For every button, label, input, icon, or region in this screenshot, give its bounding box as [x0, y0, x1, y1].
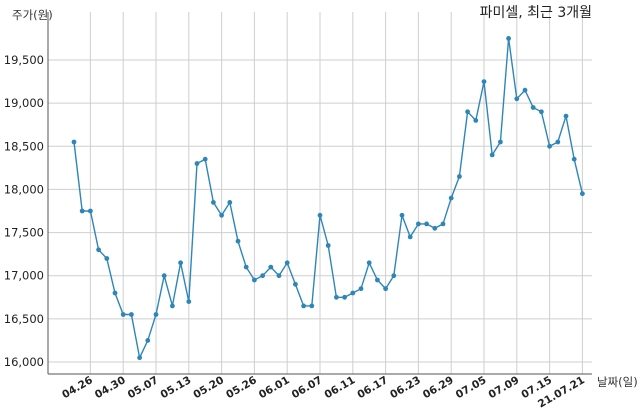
- data-point: [112, 290, 118, 296]
- data-point: [571, 156, 577, 162]
- axes: [47, 12, 592, 375]
- y-tick-label: 16,500: [4, 312, 44, 326]
- data-point: [383, 286, 388, 292]
- data-point: [539, 109, 544, 115]
- data-point: [120, 312, 126, 317]
- y-tick-label: 19,500: [4, 53, 44, 67]
- x-tick-label: 06.07: [290, 374, 325, 401]
- data-point: [334, 294, 339, 300]
- data-point: [276, 273, 282, 279]
- data-point: [555, 139, 561, 145]
- x-axis-ticks: 04.2604.3005.0705.1305.2005.2606.0106.07…: [60, 374, 587, 410]
- data-point: [161, 273, 167, 279]
- y-tick-label: 17,500: [4, 226, 44, 240]
- y-tick-label: 19,000: [4, 96, 44, 110]
- data-point: [186, 299, 192, 304]
- x-axis-title: 날짜(일): [597, 375, 638, 389]
- grid: [48, 12, 592, 374]
- y-tick-label: 18,000: [4, 182, 44, 196]
- data-point: [399, 212, 405, 218]
- data-point: [366, 260, 372, 266]
- data-point: [137, 355, 143, 361]
- data-point: [325, 243, 331, 248]
- data-point: [129, 312, 134, 317]
- data-point: [260, 273, 265, 279]
- data-point: [170, 303, 175, 309]
- x-tick-label: 06.23: [388, 374, 423, 401]
- data-point: [407, 234, 413, 240]
- x-tick-label: 04.26: [60, 374, 95, 401]
- data-point: [457, 174, 462, 179]
- data-point: [96, 247, 101, 253]
- y-axis-ticks: 16,000 16,500 17,000 17,500 18,000 18,500 19,0…: [4, 53, 44, 369]
- data-point: [317, 212, 323, 218]
- data-point: [547, 143, 552, 149]
- data-point: [178, 260, 184, 266]
- x-tick-label: 05.26: [224, 374, 259, 401]
- data-point: [243, 264, 249, 270]
- data-point: [481, 79, 487, 84]
- y-tick-label: 17,000: [4, 269, 44, 283]
- x-tick-label: 06.01: [257, 374, 292, 401]
- data-point: [489, 152, 495, 158]
- data-point: [514, 96, 520, 102]
- data-point: [79, 208, 85, 214]
- x-tick-label: 04.30: [93, 374, 128, 401]
- data-point: [219, 212, 225, 218]
- data-point: [416, 221, 421, 227]
- data-point: [473, 118, 479, 123]
- data-point: [309, 303, 315, 309]
- data-point: [391, 273, 397, 279]
- data-point: [424, 221, 429, 227]
- data-point: [284, 260, 290, 266]
- data-point: [252, 277, 257, 283]
- data-point: [104, 256, 110, 261]
- data-point: [153, 312, 159, 317]
- data-point: [293, 281, 298, 287]
- data-point: [498, 139, 503, 145]
- data-point: [342, 294, 347, 300]
- x-tick-label: 05.13: [159, 374, 194, 401]
- data-point: [235, 238, 241, 244]
- data-point: [448, 195, 454, 201]
- data-point: [88, 208, 93, 214]
- data-point: [358, 286, 364, 292]
- data-point: [530, 105, 536, 110]
- x-tick-label: 07.09: [487, 374, 522, 401]
- data-point: [211, 200, 216, 205]
- series: [71, 36, 585, 361]
- y-tick-label: 18,500: [4, 139, 44, 153]
- data-point: [440, 221, 446, 227]
- data-point: [268, 264, 274, 270]
- data-point: [580, 191, 585, 197]
- series-line: [73, 38, 584, 360]
- data-point: [301, 303, 306, 309]
- data-point: [71, 139, 77, 145]
- x-tick-label: 06.29: [421, 374, 456, 401]
- chart-title: 파미셀, 최근 3개월: [480, 5, 592, 21]
- data-point: [227, 200, 233, 205]
- x-tick-label: 05.20: [191, 374, 226, 401]
- data-point: [563, 113, 569, 119]
- data-point: [375, 277, 380, 283]
- data-point: [465, 109, 470, 115]
- data-point: [145, 338, 151, 343]
- y-tick-label: 16,000: [4, 355, 44, 369]
- x-tick-label: 06.11: [323, 374, 358, 401]
- data-point: [194, 161, 200, 166]
- data-point: [506, 36, 511, 41]
- x-tick-label: 07.05: [454, 374, 489, 401]
- y-axis-title: 주가(원): [12, 8, 53, 22]
- data-point: [350, 290, 356, 296]
- x-tick-label: 05.07: [126, 374, 161, 401]
- data-point: [522, 87, 528, 93]
- data-point: [432, 225, 438, 231]
- x-tick-label: 06.17: [355, 374, 390, 401]
- data-point: [202, 156, 208, 162]
